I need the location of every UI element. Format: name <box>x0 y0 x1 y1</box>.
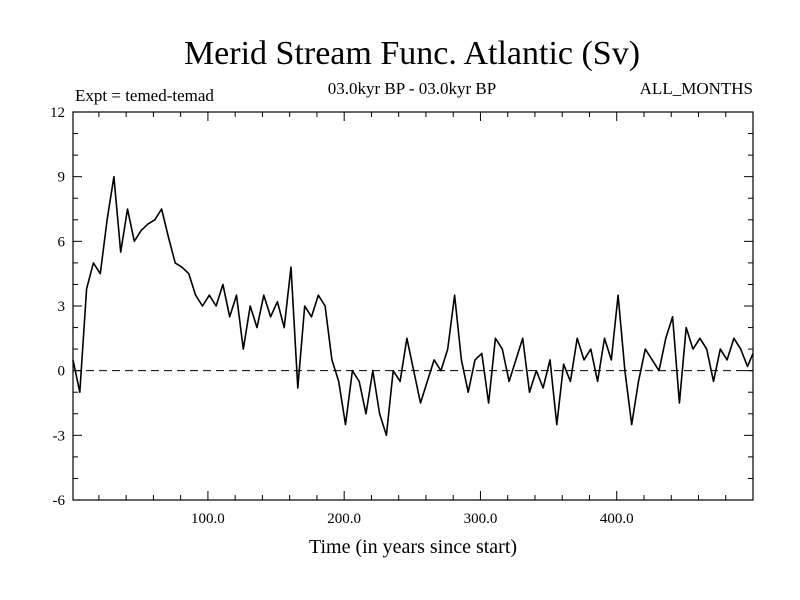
y-tick-label: 9 <box>58 170 66 186</box>
period-label: 03.0kyr BP - 03.0kyr BP <box>328 79 496 98</box>
y-tick-label: 12 <box>50 105 65 121</box>
y-tick-label: 3 <box>58 299 66 315</box>
y-tick-label: 0 <box>58 364 66 380</box>
x-axis-label: Time (in years since start) <box>309 536 517 558</box>
x-tick-label: 100.0 <box>191 511 225 527</box>
series-line <box>72 175 754 437</box>
x-tick-label: 200.0 <box>327 511 361 527</box>
x-tick-label: 300.0 <box>464 511 498 527</box>
chart-title: Merid Stream Func. Atlantic (Sv) <box>184 35 640 72</box>
y-tick-label: -6 <box>53 493 66 509</box>
axes: -6 -3 0 3 6 9 12 100.0 200.0 300.0 400.0 <box>50 105 753 527</box>
months-label: ALL_MONTHS <box>640 79 753 98</box>
plot-frame <box>72 111 754 501</box>
x-tick-label: 400.0 <box>600 511 634 527</box>
y-tick-label: 6 <box>58 234 66 250</box>
y-tick-label: -3 <box>53 428 66 444</box>
expt-label: Expt = temed-temad <box>75 86 214 105</box>
